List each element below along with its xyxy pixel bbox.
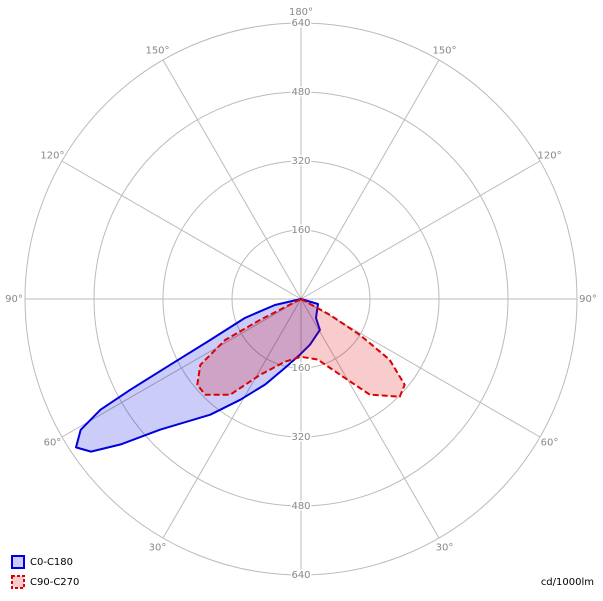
legend-text: C90-C270 (30, 577, 79, 588)
spoke (300, 298, 440, 539)
r-tick-label: 640 (291, 570, 310, 581)
r-tick-label: 160 (291, 363, 310, 374)
angle-label: 120° (538, 151, 562, 162)
angle-label: 90° (5, 294, 23, 305)
spoke (162, 59, 302, 300)
series-area (196, 298, 406, 398)
r-tick-label: 160 (291, 225, 310, 236)
angle-label: 60° (541, 438, 559, 449)
r-tick-label: 640 (291, 18, 310, 29)
spoke (61, 298, 302, 438)
legend-text: C0-C180 (30, 557, 73, 568)
angle-label: 30° (149, 543, 167, 554)
angle-label: 150° (432, 45, 456, 56)
spoke (300, 160, 541, 300)
angle-label: 90° (579, 294, 597, 305)
r-tick-label: 480 (291, 87, 310, 98)
legend-swatch (11, 575, 25, 589)
spoke (162, 298, 302, 539)
unit-text: cd/1000lm (541, 577, 594, 588)
angle-label: 150° (145, 45, 169, 56)
r-tick-label: 480 (291, 501, 310, 512)
angle-label: 180° (289, 7, 313, 18)
legend-swatch (11, 555, 25, 569)
r-tick-label: 320 (291, 156, 310, 167)
angle-label: 60° (44, 438, 62, 449)
r-tick-label: 320 (291, 432, 310, 443)
angle-label: 120° (40, 151, 64, 162)
spoke (61, 160, 302, 300)
spoke (300, 59, 440, 300)
angle-label: 30° (436, 543, 454, 554)
